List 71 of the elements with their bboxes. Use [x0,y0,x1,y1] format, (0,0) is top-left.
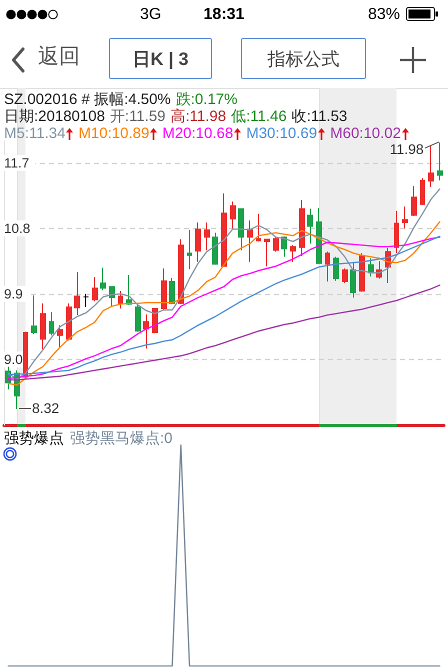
candlestick [402,206,408,229]
candlestick [221,192,227,268]
candlestick [169,277,175,305]
candlestick [66,302,72,342]
text: 3G [140,5,162,25]
text: 低:11.46 [231,108,287,125]
text: M60:10.02 [330,125,402,142]
text: 18:31 [204,6,244,23]
text: SZ.002016 # 振幅:4.50% [4,91,171,108]
candlestick [281,236,287,258]
chart-title: 强势爆点 [4,430,64,447]
text: M5:11.34 [4,125,66,142]
text: 返回 [38,45,80,68]
candlestick [178,238,184,305]
candlestick [83,293,89,308]
text: 跌:0.17% [176,91,238,108]
candlestick [428,144,434,188]
candlestick [437,142,443,181]
text: M30:10.69 [246,125,318,142]
candlestick [161,268,167,310]
candlestick [74,272,80,316]
candlestick [118,290,123,309]
outlined-button: 日K | 3 [109,38,212,79]
candlestick [135,302,141,332]
candlestick [247,220,253,262]
candlestick [195,222,201,262]
candlestick [325,251,330,282]
candlestick [307,208,313,244]
candlestick [342,268,348,284]
candlestick [273,236,279,252]
candlestick [204,222,210,251]
annotation: 8.32 [32,398,60,417]
candlestick [238,208,244,251]
series-label: 强势黑马爆点:0 [70,430,173,447]
candlestick [109,286,115,308]
text: 开:11.59 [110,108,166,125]
candlestick [256,213,261,242]
candlestick [394,210,399,254]
candlestick [49,312,54,336]
y-tick-label: 10.8 [4,220,30,236]
candlestick [143,314,149,350]
text: 收:11.53 [292,108,348,125]
candlestick [212,232,218,266]
candlestick [40,302,46,350]
text: 83% [368,5,400,25]
y-tick-label: 11.7 [4,155,30,170]
candlestick [411,186,417,217]
candlestick [264,238,270,267]
candlestick [420,178,425,206]
candlestick [100,267,106,291]
candlestick [290,244,296,262]
candlestick [299,199,305,257]
candlestick [368,258,374,277]
text: M10:10.89 [78,125,150,142]
candlestick [23,331,28,379]
annotation: 11.98 [390,140,424,158]
candlestick [57,324,63,348]
candlestick [316,207,322,265]
y-tick-label: 9.0 [4,352,23,367]
text: 日期:20180108 [4,108,105,125]
candlestick [31,294,37,334]
candlestick [350,261,356,298]
text: 高:11.98 [170,108,226,125]
y-tick-label: 9.9 [4,286,23,302]
text: M20:10.68 [162,125,234,142]
candlestick [187,229,192,270]
candlestick [359,252,365,292]
candlestick [92,276,98,302]
candlestick [230,200,236,229]
candlestick [333,256,339,282]
outlined-button: 指标公式 [241,38,366,79]
